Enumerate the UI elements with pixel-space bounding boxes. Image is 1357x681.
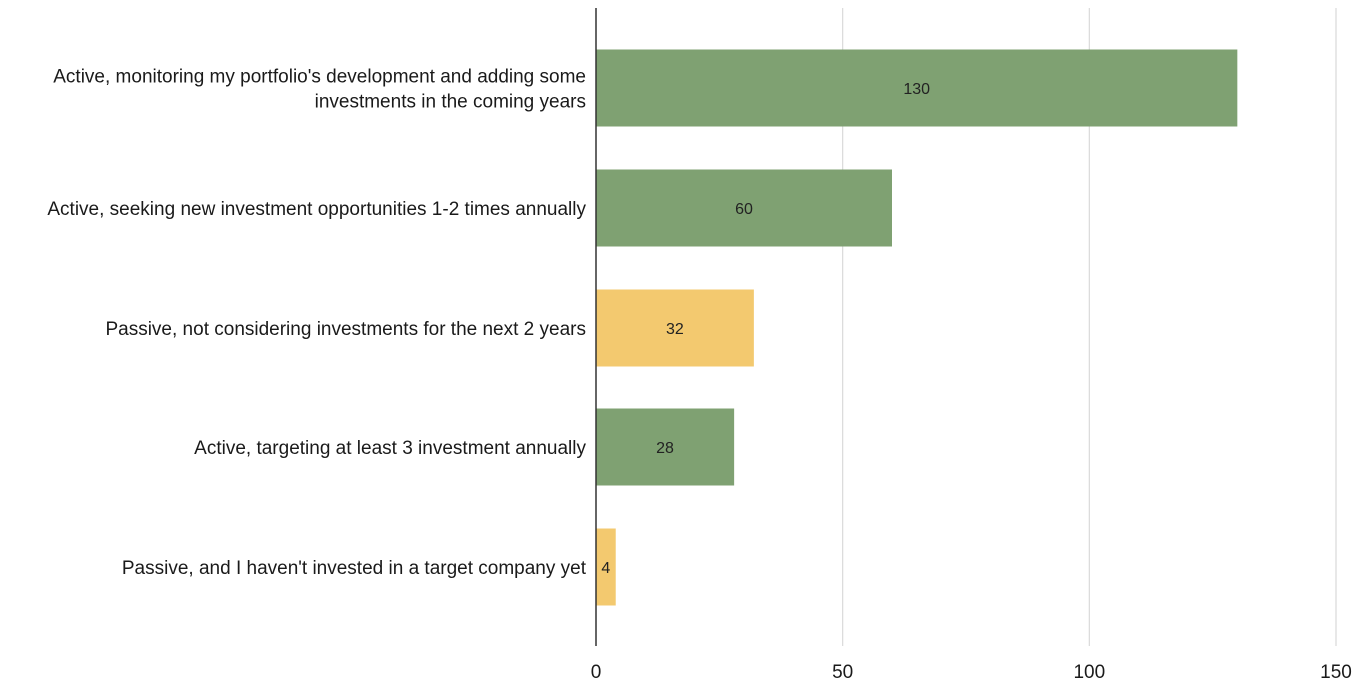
bar-3 [596, 289, 754, 367]
x-tick-label-50: 50 [832, 662, 853, 681]
category-label-1: Active, monitoring my portfolio's develo… [53, 67, 586, 113]
data-label-1: 130 [903, 81, 930, 98]
data-labels: 130 60 32 28 4 [601, 81, 930, 577]
bar-1 [596, 49, 1238, 127]
category-labels: Active, monitoring my portfolio's develo… [47, 67, 586, 580]
x-tick-label-0: 0 [591, 662, 602, 681]
data-label-4: 28 [656, 440, 674, 457]
bars [596, 49, 1238, 606]
bar-4 [596, 408, 735, 486]
x-tick-label-150: 150 [1320, 662, 1352, 681]
data-label-3: 32 [666, 321, 684, 338]
data-label-5: 4 [601, 560, 610, 577]
x-axis-tick-labels: 0 50 100 150 [591, 662, 1352, 681]
bar-5 [596, 528, 616, 606]
category-label-2: Active, seeking new investment opportuni… [47, 199, 586, 220]
x-tick-label-100: 100 [1073, 662, 1105, 681]
category-label-3: Passive, not considering investments for… [105, 319, 586, 340]
data-label-2: 60 [735, 201, 753, 218]
category-label-5: Passive, and I haven't invested in a tar… [122, 558, 587, 579]
bar-2 [596, 169, 892, 247]
category-label-4: Active, targeting at least 3 investment … [194, 438, 586, 459]
